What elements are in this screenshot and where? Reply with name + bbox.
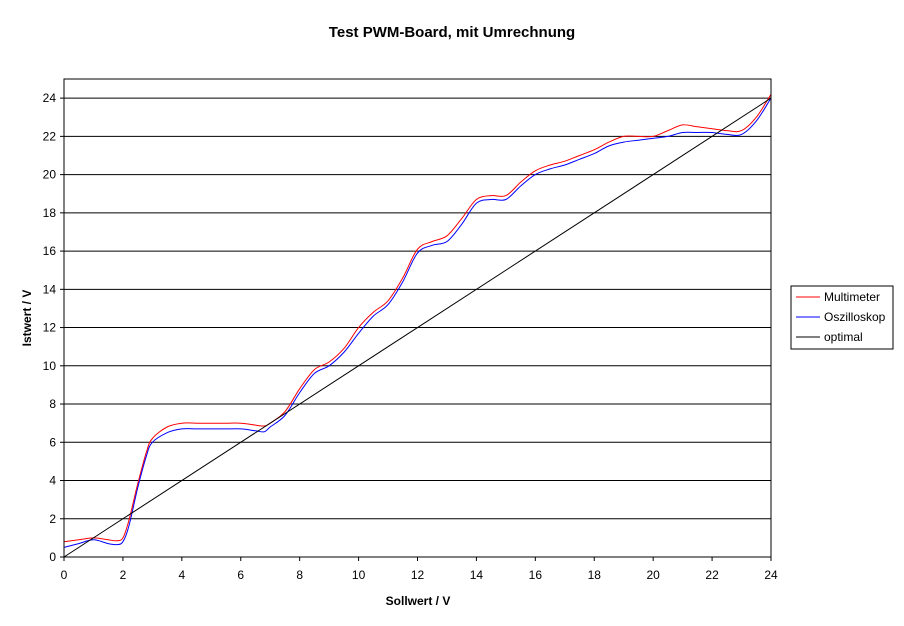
x-tick-label: 10 xyxy=(352,568,366,582)
y-tick-label: 24 xyxy=(43,91,57,105)
y-tick-label: 0 xyxy=(49,550,56,564)
series-group xyxy=(63,94,772,558)
y-tick-label: 14 xyxy=(43,282,57,296)
y-tick-label: 12 xyxy=(43,321,57,335)
y-tick-label: 20 xyxy=(43,168,57,182)
x-tick-label: 20 xyxy=(646,568,660,582)
x-tick-label: 14 xyxy=(470,568,484,582)
x-tick-label: 16 xyxy=(529,568,543,582)
y-tick-label: 22 xyxy=(43,129,57,143)
y-tick-label: 4 xyxy=(49,474,56,488)
legend-entry: Oszilloskop xyxy=(824,310,886,324)
x-tick-label: 4 xyxy=(178,568,185,582)
y-axis-label: Istwert / V xyxy=(20,290,34,347)
x-tick-label: 0 xyxy=(61,568,68,582)
y-tick-label: 8 xyxy=(49,397,56,411)
legend-entry: Multimeter xyxy=(824,290,880,304)
x-tick-label: 24 xyxy=(764,568,778,582)
x-tick-label: 12 xyxy=(411,568,425,582)
series-line-multimeter xyxy=(63,94,772,543)
y-tick-label: 18 xyxy=(43,206,57,220)
x-tick-label: 2 xyxy=(120,568,127,582)
series-line-optimal xyxy=(63,97,772,558)
series-line-oszilloskop xyxy=(63,97,772,548)
gridlines xyxy=(64,97,771,520)
x-tick-label: 22 xyxy=(705,568,719,582)
x-tick-label: 8 xyxy=(296,568,303,582)
legend: Multimeter Oszilloskop optimal xyxy=(790,285,894,350)
x-tick-label: 6 xyxy=(237,568,244,582)
legend-entry: optimal xyxy=(824,330,863,344)
x-tick-label: 18 xyxy=(588,568,602,582)
y-tick-label: 2 xyxy=(49,512,56,526)
y-tick-label: 16 xyxy=(43,244,57,258)
x-axis-ticks: 0 2 4 6 8 10 12 14 16 18 20 22 24 xyxy=(61,557,778,582)
plot-frame xyxy=(63,78,772,558)
y-tick-label: 10 xyxy=(43,359,57,373)
y-tick-label: 6 xyxy=(49,435,56,449)
chart-title: Test PWM-Board, mit Umrechnung xyxy=(329,24,575,41)
x-axis-label: Sollwert / V xyxy=(386,594,451,608)
